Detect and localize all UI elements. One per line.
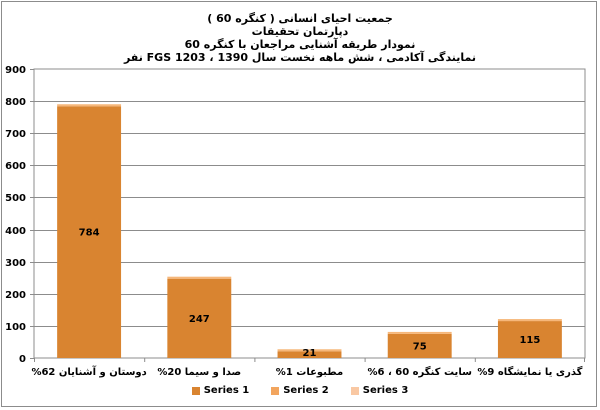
y-tick-label-300: 300	[5, 258, 26, 269]
bar-3-series-1	[277, 351, 342, 358]
legend-label-series-1: Series 1	[203, 385, 250, 396]
bar-top-edge-1	[57, 104, 122, 107]
y-tick-label-800: 800	[5, 97, 26, 108]
legend-swatch-series-3	[350, 386, 359, 395]
y-tick-label-900: 900	[5, 65, 26, 76]
legend: Series 1 Series 2 Series 3	[0, 385, 600, 396]
y-tick-label-200: 200	[5, 290, 26, 301]
data-label-4: 75	[413, 341, 427, 352]
category-label-5: گذری یا نمایشگاه 9%	[477, 365, 582, 378]
data-label-2: 247	[189, 314, 210, 325]
bar-top-edge-2	[167, 276, 232, 279]
y-tick-label-700: 700	[5, 129, 26, 140]
y-tick-label-500: 500	[5, 193, 26, 204]
bar-top-edge-3	[277, 349, 342, 352]
category-label-3: مطبوعات 1%	[276, 367, 343, 378]
title-line-4: نمایندگی آکادمی ، شش ماهه نخست سال 1390 …	[123, 51, 477, 64]
category-label-2: صدا و سیما 20%	[157, 367, 241, 378]
y-tick-label-400: 400	[5, 226, 26, 237]
legend-item-series-2: Series 2	[271, 385, 329, 396]
y-tick-label-0: 0	[19, 354, 26, 365]
bar-top-edge-5	[497, 319, 562, 322]
data-label-5: 115	[519, 335, 540, 346]
plot-area	[33, 68, 586, 359]
legend-swatch-series-1	[191, 386, 200, 395]
data-label-3: 21	[303, 348, 317, 359]
bar-1-series-1	[57, 106, 122, 358]
category-label-1: دوستان و آشنایان 62%	[31, 365, 146, 378]
legend-label-series-3: Series 3	[362, 385, 409, 396]
legend-item-series-3: Series 3	[350, 385, 409, 396]
bar-4-series-1	[387, 333, 452, 358]
bar-top-edge-4	[387, 331, 452, 334]
bar-5-series-1	[497, 321, 562, 358]
chart-title: جمعیت احیای انسانی ( کنگره 60 ) دپارتمان…	[0, 12, 600, 64]
y-tick-label-100: 100	[5, 322, 26, 333]
title-line-1: جمعیت احیای انسانی ( کنگره 60 )	[207, 12, 393, 25]
title-line-2: دپارتمان تحقیقات	[251, 25, 349, 38]
data-label-1: 784	[79, 228, 100, 239]
legend-swatch-series-2	[271, 386, 280, 395]
bar-2-series-1	[167, 278, 232, 358]
title-line-3: نمودار طریقه آشنایی مراجعان با کنگره 60	[184, 38, 416, 51]
y-tick-label-600: 600	[5, 161, 26, 172]
legend-item-series-1: Series 1	[191, 385, 250, 396]
category-label-4: سایت کنگره 60 ، 6%	[367, 365, 472, 378]
legend-label-series-2: Series 2	[283, 385, 329, 396]
